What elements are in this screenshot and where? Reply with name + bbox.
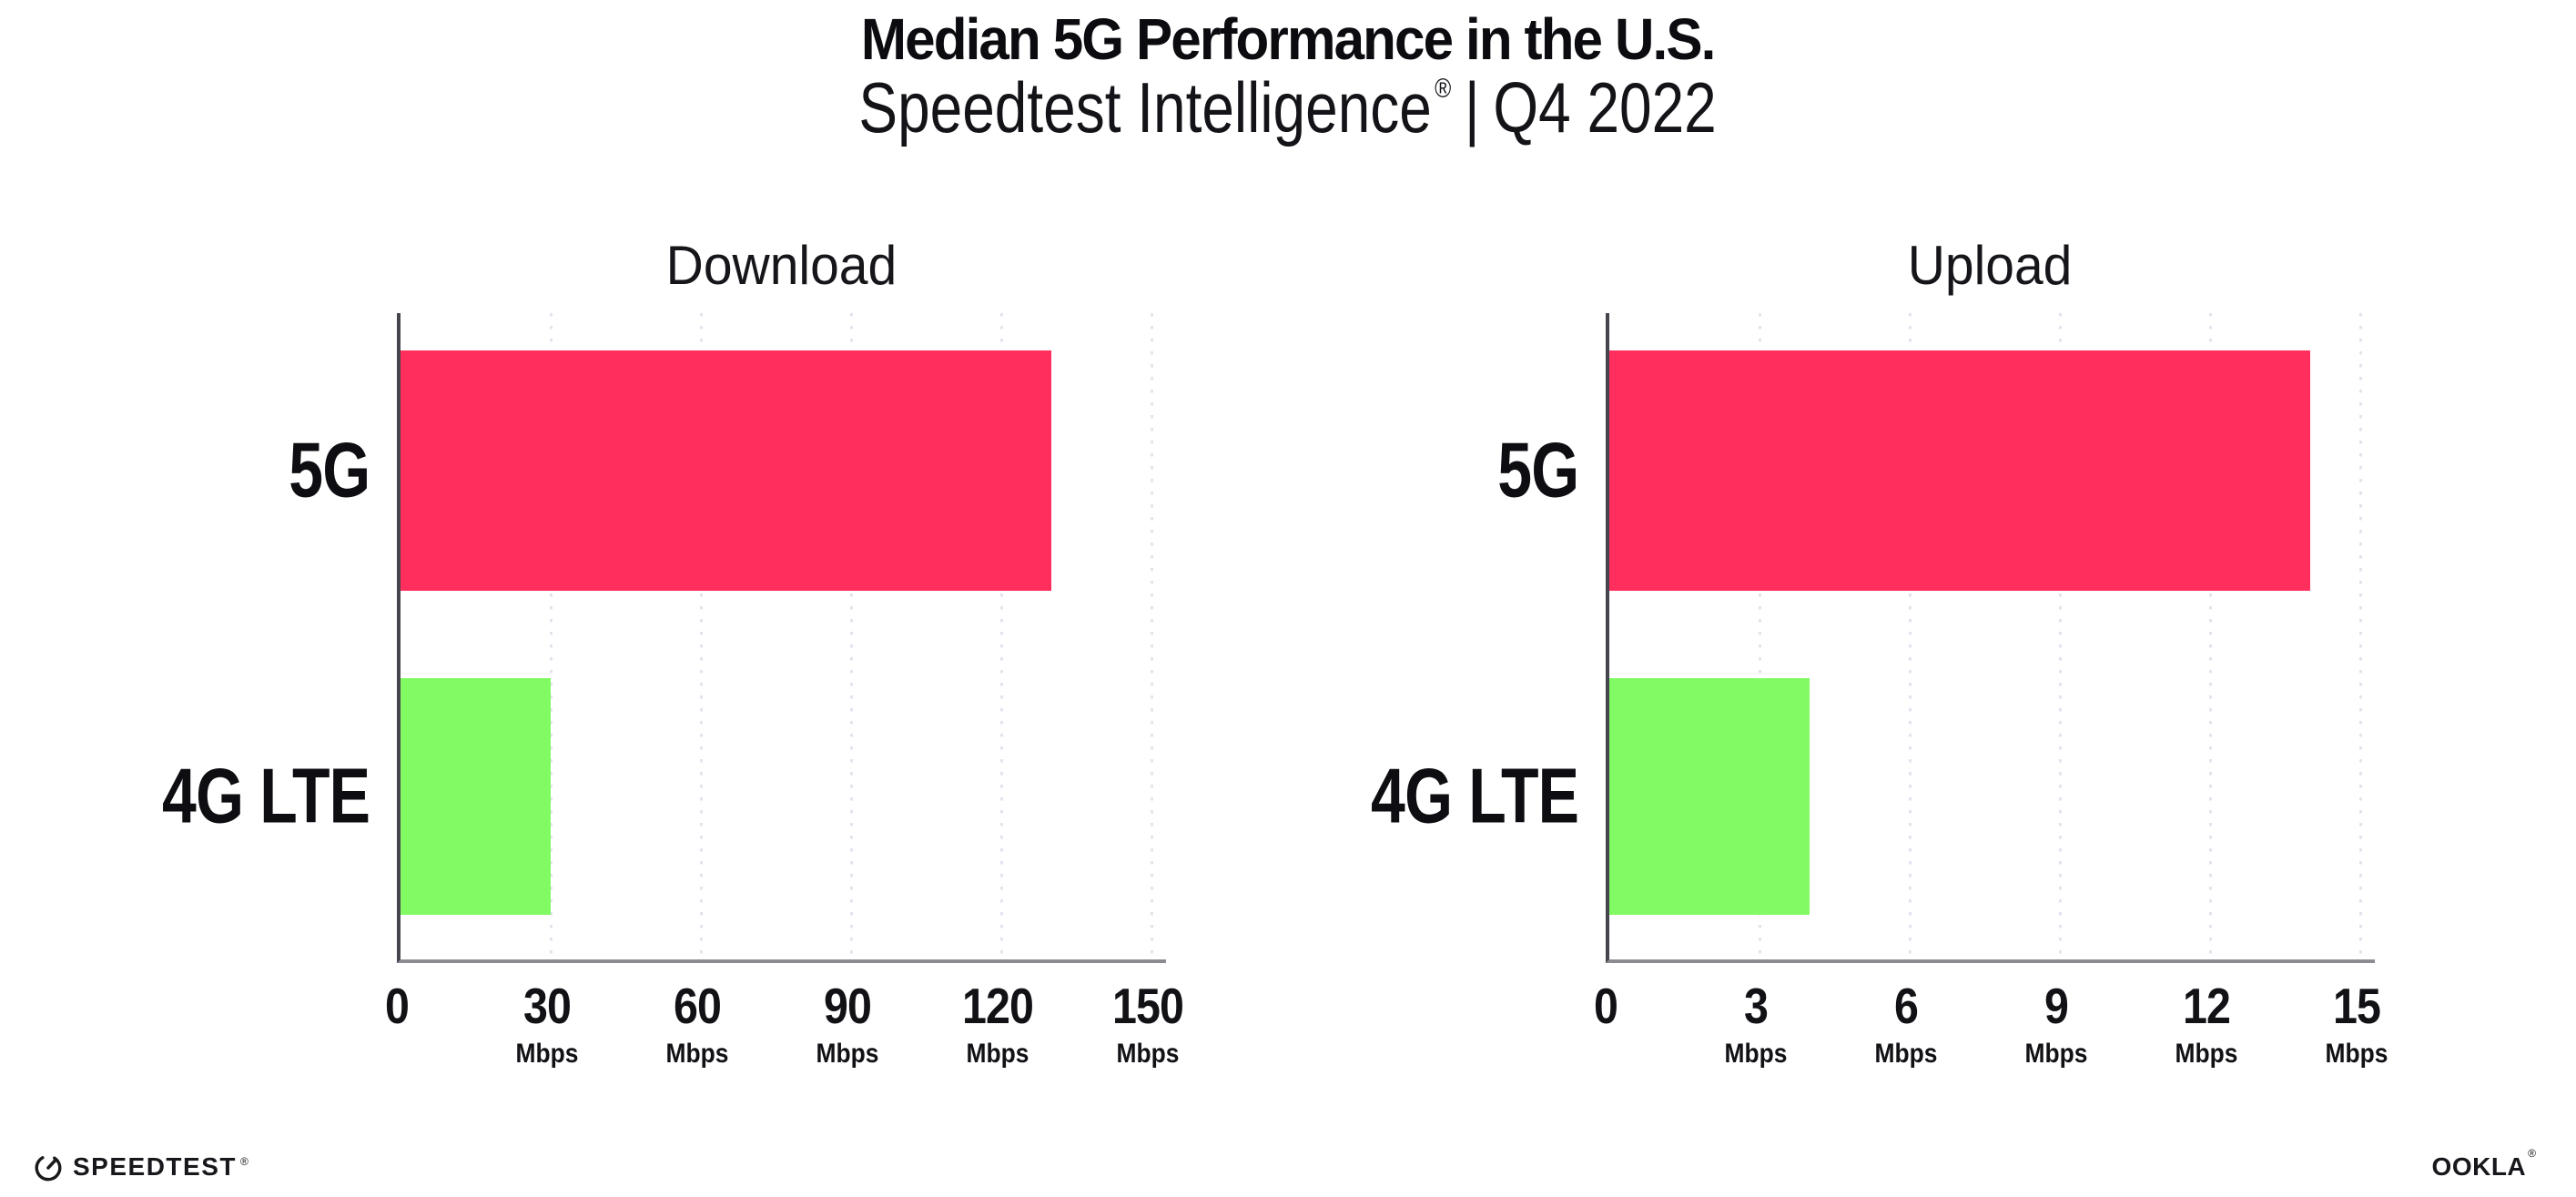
x-tick-value: 3 [1743, 978, 1769, 1035]
page-title: Median 5G Performance in the U.S. [861, 6, 1716, 72]
ookla-wordmark: OOKLA [2431, 1152, 2527, 1181]
ookla-registered-mark: ® [2528, 1147, 2536, 1160]
x-tick-3: 3 Mbps [1720, 981, 1791, 1068]
x-tick-150: 150 Mbps [1108, 981, 1189, 1068]
download-chart: Download 5G 4G LTE 0 30 Mbps 60 Mbps 90 Mbps 120… [83, 234, 1284, 1118]
x-tick-60: 60 Mbps [662, 981, 733, 1068]
x-tick-unit: Mbps [2325, 1039, 2388, 1070]
header: Median 5G Performance in the U.S. Speedt… [0, 0, 2576, 143]
footer: SPEEDTEST ® OOKLA ® [33, 1147, 2536, 1182]
bar-4g-lte [401, 677, 551, 916]
x-tick-unit: Mbps [1116, 1039, 1180, 1070]
gridline-90-mbps [849, 313, 853, 960]
upload-chart-title: Upload [1908, 235, 2073, 297]
gridline-15-mbps [2358, 313, 2362, 960]
x-tick-unit: Mbps [2175, 1039, 2238, 1070]
subtitle-separator: | [1465, 67, 1481, 148]
x-tick-120: 120 Mbps [958, 981, 1039, 1068]
x-tick-value: 60 [673, 978, 722, 1035]
x-tick-unit: Mbps [2024, 1039, 2088, 1070]
download-plot-area: 5G 4G LTE [162, 313, 1166, 964]
gridline-30-mbps [549, 313, 553, 960]
x-tick-30: 30 Mbps [512, 981, 583, 1068]
category-label-4g-lte: 4G LTE [161, 753, 370, 840]
x-tick-0: 0 [383, 981, 411, 1031]
x-tick-9: 9 Mbps [2021, 981, 2092, 1068]
upload-chart: Upload 5G 4G LTE 0 3 Mbps 6 Mbps 9 Mbps 12 Mbps 15… [1292, 234, 2493, 1118]
x-tick-value: 6 [1893, 978, 1919, 1035]
bar-5g [1609, 350, 2310, 592]
bar-5g [401, 350, 1051, 592]
subtitle-product: Speedtest Intelligence [858, 67, 1433, 148]
bar-4g-lte [1609, 677, 1810, 916]
speedtest-registered-mark: ® [239, 1155, 248, 1168]
gridline-150-mbps [1150, 313, 1153, 960]
category-label-5g: 5G [288, 427, 370, 514]
x-tick-unit: Mbps [816, 1039, 879, 1070]
upload-x-axis: 0 3 Mbps 6 Mbps 9 Mbps 12 Mbps 15 Mbps [1594, 981, 2388, 1118]
speedtest-gauge-icon [35, 1154, 62, 1182]
download-x-axis: 0 30 Mbps 60 Mbps 90 Mbps 120 Mbps 150 Mbps [385, 981, 1184, 1118]
x-tick-90: 90 Mbps [812, 981, 883, 1068]
x-tick-unit: Mbps [515, 1039, 579, 1070]
category-label-4g-lte: 4G LTE [1370, 753, 1579, 840]
subtitle-period: Q4 2022 [1493, 67, 1718, 148]
category-label-5g: 5G [1496, 427, 1579, 514]
x-tick-15: 15 Mbps [2321, 981, 2392, 1068]
x-tick-value: 9 [2044, 978, 2069, 1035]
x-tick-value: 0 [1593, 978, 1618, 1035]
page-subtitle: Speedtest Intelligence ® | Q4 2022 [0, 72, 2576, 143]
gridline-12-mbps [2208, 313, 2212, 960]
x-tick-value: 12 [2182, 978, 2231, 1035]
x-tick-value: 30 [522, 978, 572, 1035]
charts-row: Download 5G 4G LTE 0 30 Mbps 60 Mbps 90 Mbps 120… [0, 234, 2576, 1118]
gridline-3-mbps [1758, 313, 1761, 960]
download-chart-title: Download [665, 235, 898, 297]
gridline-60-mbps [699, 313, 703, 960]
ookla-logo: OOKLA ® [2431, 1147, 2536, 1182]
upload-plot-area: 5G 4G LTE [1371, 313, 2375, 964]
x-tick-unit: Mbps [1724, 1039, 1788, 1070]
x-tick-value: 150 [1111, 978, 1184, 1035]
x-tick-unit: Mbps [966, 1039, 1029, 1070]
speedtest-wordmark: SPEEDTEST [73, 1152, 237, 1181]
registered-trademark-icon: ® [1435, 74, 1452, 105]
x-tick-unit: Mbps [1874, 1039, 1938, 1070]
x-tick-value: 90 [823, 978, 872, 1035]
x-tick-value: 120 [961, 978, 1034, 1035]
x-tick-value: 15 [2332, 978, 2381, 1035]
speedtest-logo: SPEEDTEST ® [33, 1151, 248, 1182]
x-tick-value: 0 [384, 978, 410, 1035]
gridline-9-mbps [2058, 313, 2062, 960]
gridline-120-mbps [999, 313, 1003, 960]
x-tick-unit: Mbps [665, 1039, 729, 1070]
gridline-6-mbps [1908, 313, 1912, 960]
x-tick-12: 12 Mbps [2171, 981, 2242, 1068]
x-tick-6: 6 Mbps [1871, 981, 1942, 1068]
x-tick-0: 0 [1592, 981, 1619, 1031]
